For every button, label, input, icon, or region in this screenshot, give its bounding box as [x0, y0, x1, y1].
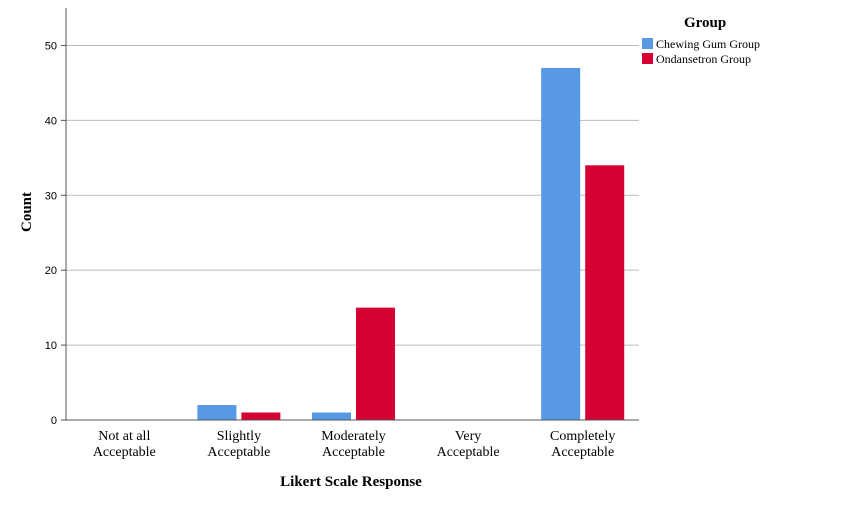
- bar-1-0: [197, 405, 237, 420]
- x-tick-label: Acceptable: [551, 445, 614, 460]
- legend-entry: Chewing Gum Group: [656, 37, 760, 51]
- axes: [61, 8, 639, 421]
- x-tick-label: Acceptable: [207, 445, 270, 460]
- bar-2-0: [312, 412, 351, 420]
- legend-swatch: [642, 53, 653, 64]
- y-axis-title: Count: [19, 192, 35, 232]
- x-tick-label: Not at all: [98, 429, 150, 444]
- x-tick-label: Very: [455, 429, 481, 444]
- y-tick-label: 20: [45, 265, 57, 277]
- x-axis-title: Likert Scale Response: [280, 474, 422, 490]
- y-tick-label: 40: [45, 115, 57, 127]
- x-tick-label: Moderately: [321, 429, 386, 444]
- y-tick-label: 30: [45, 190, 57, 202]
- bar-2-1: [356, 307, 395, 420]
- y-tick-label: 10: [45, 340, 57, 352]
- x-tick-label: Acceptable: [322, 445, 385, 460]
- bar-4-0: [541, 67, 581, 420]
- legend-entry: Ondansetron Group: [656, 52, 751, 66]
- x-tick-label: Slightly: [217, 429, 261, 444]
- bar-4-1: [585, 165, 625, 420]
- x-tick-label: Acceptable: [93, 445, 156, 460]
- bars: [197, 67, 625, 420]
- bar-1-1: [241, 412, 281, 420]
- legend-swatch: [642, 38, 653, 49]
- x-tick-label: Acceptable: [437, 445, 500, 460]
- legend-title: Group: [684, 15, 726, 31]
- y-tick-label: 0: [51, 415, 57, 427]
- x-tick-label: Completely: [550, 429, 615, 444]
- y-tick-label: 50: [45, 40, 57, 52]
